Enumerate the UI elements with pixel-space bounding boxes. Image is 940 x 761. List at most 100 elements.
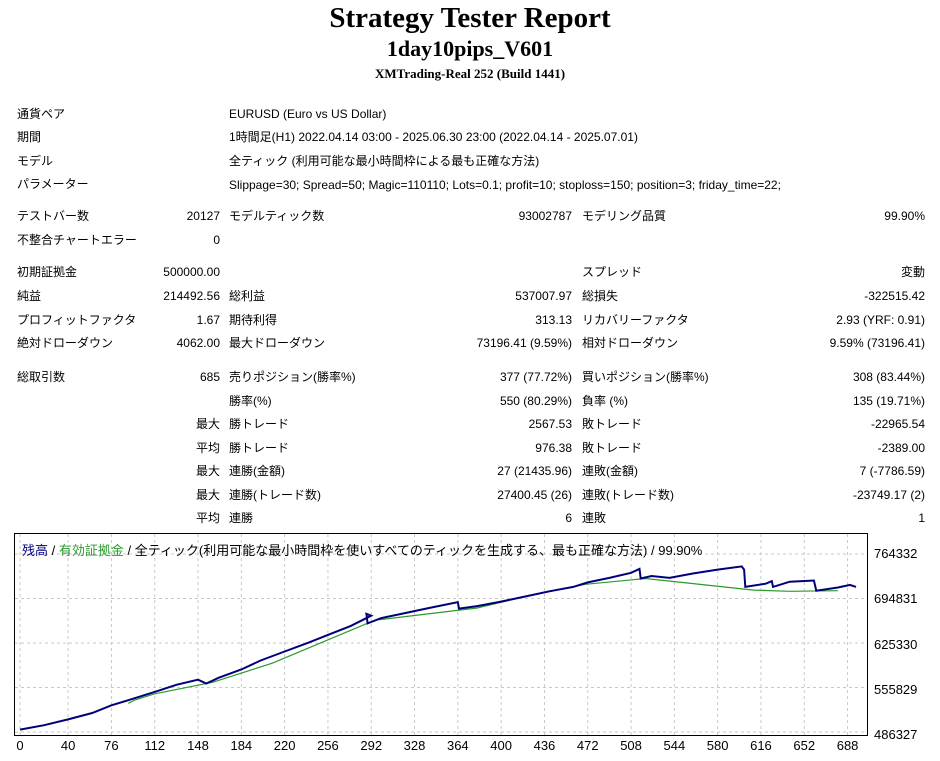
x-tick-label: 292: [360, 738, 383, 753]
x-tick-label: 76: [104, 738, 119, 753]
x-tick-label: 220: [273, 738, 296, 753]
y-tick-label: 555829: [874, 682, 918, 697]
loss-label: 負率 (%): [582, 394, 628, 408]
avg-cons-prefix: 平均: [195, 511, 220, 525]
legend-balance: 残高: [22, 543, 49, 558]
balance-chart: [14, 533, 868, 736]
cons-loss-cnt-value: -23749.17 (2): [852, 488, 925, 502]
cons-win-cnt-value: 27400.45 (26): [497, 488, 572, 502]
x-tick-label: 616: [750, 738, 772, 753]
short-label: 売りポジション(勝率%): [229, 370, 356, 384]
loss-value: 135 (19.71%): [852, 394, 925, 408]
x-tick-label: 256: [317, 738, 339, 753]
spread-value: 変動: [900, 265, 925, 279]
max-win-label: 勝トレード: [229, 417, 290, 431]
cons-win-cnt-prefix: 最大: [195, 488, 220, 502]
legend-equity: 有効証拠金: [58, 543, 124, 558]
max-dd-label: 最大ドローダウン: [229, 336, 326, 350]
y-tick-label: 486327: [874, 727, 918, 742]
x-tick-label: 400: [490, 738, 512, 753]
gross-loss-value: -322515.42: [864, 289, 925, 303]
chart-legend: 残高 / 有効証拠金 / 全ティック(利用可能な最小時間枠を使いすべてのティック…: [22, 540, 702, 559]
x-tick-label: 436: [533, 738, 556, 753]
balance-chart-svg: [15, 534, 867, 735]
pair-value: EURUSD (Euro vs US Dollar): [229, 107, 387, 121]
rel-dd-label: 相対ドローダウン: [582, 336, 679, 350]
avg-win-value: 976.38: [535, 441, 572, 455]
params-value: Slippage=30; Spread=50; Magic=110110; Lo…: [229, 178, 781, 192]
avg-cons-win-label: 連勝: [229, 511, 254, 525]
avg-win-prefix: 平均: [195, 441, 220, 455]
legend-sep: /: [48, 543, 59, 558]
legend-rest: / 全ティック(利用可能な最小時間枠を使いすべてのティックを生成する、最も正確な…: [123, 543, 703, 558]
max-win-prefix: 最大: [195, 417, 220, 431]
model-value: 全ティック (利用可能な最小時間枠による最も正確な方法): [229, 154, 540, 168]
x-tick-label: 0: [16, 738, 24, 753]
short-value: 377 (77.72%): [499, 370, 572, 384]
max-loss-value: -22965.54: [870, 417, 925, 431]
avg-win-label: 勝トレード: [229, 441, 290, 455]
abs-dd-label: 絶対ドローダウン: [17, 336, 114, 350]
params-label: パラメーター: [17, 177, 89, 191]
cons-loss-amt-value: 7 (-7786.59): [859, 464, 925, 478]
gross-profit-label: 総利益: [229, 289, 266, 303]
gross-loss-label: 総損失: [582, 289, 619, 303]
cons-win-amt-label: 連勝(金額): [229, 464, 285, 478]
x-tick-label: 508: [620, 738, 642, 753]
deposit-value: 500000.00: [163, 265, 220, 279]
report-subtitle: 1day10pips_V601: [386, 36, 554, 61]
trades-label: 総取引数: [17, 370, 66, 384]
abs-dd-value: 4062.00: [176, 336, 220, 350]
cons-win-amt-prefix: 最大: [195, 464, 220, 478]
max-loss-label: 敗トレード: [582, 417, 643, 431]
max-win-value: 2567.53: [528, 417, 572, 431]
x-tick-label: 652: [793, 738, 816, 753]
pf-value: 1.67: [196, 313, 220, 327]
pair-label: 通貨ペア: [17, 107, 66, 121]
recovery-value: 2.93 (YRF: 0.91): [836, 313, 925, 327]
period-value: 1時間足(H1) 2022.04.14 03:00 - 2025.06.30 2…: [229, 130, 638, 144]
avg-loss-value: -2389.00: [877, 441, 925, 455]
cons-loss-amt-label: 連敗(金額): [582, 464, 638, 478]
x-tick-label: 580: [706, 738, 729, 753]
x-tick-label: 112: [144, 738, 166, 753]
equity-line: [128, 577, 838, 704]
bars-label: テストバー数: [17, 209, 90, 223]
mismatch-label: 不整合チャートエラー: [17, 233, 137, 247]
bars-value: 20127: [186, 209, 220, 223]
recovery-label: リカバリーファクタ: [582, 313, 689, 327]
pf-label: プロフィットファクタ: [17, 313, 137, 327]
quality-label: モデリング品質: [582, 209, 667, 223]
y-tick-label: 694831: [874, 591, 918, 606]
ticks-value: 93002787: [518, 209, 572, 223]
balance-line: [19, 565, 857, 731]
x-tick-label: 184: [230, 738, 253, 753]
ticks-label: モデルティック数: [229, 209, 325, 223]
period-label: 期間: [17, 130, 42, 144]
rel-dd-value: 9.59% (73196.41): [829, 336, 925, 350]
cons-loss-cnt-label: 連敗(トレード数): [582, 488, 674, 502]
avg-cons-loss-label: 連敗: [582, 511, 607, 525]
x-tick-label: 148: [187, 738, 209, 753]
model-label: モデル: [17, 154, 54, 168]
trades-value: 685: [199, 370, 220, 384]
cons-win-cnt-label: 連勝(トレード数): [229, 488, 321, 502]
x-tick-label: 40: [60, 738, 76, 753]
x-tick-label: 688: [836, 738, 859, 753]
avg-loss-label: 敗トレード: [582, 441, 643, 455]
win-value: 550 (80.29%): [499, 394, 572, 408]
x-tick-label: 364: [446, 738, 469, 753]
net-label: 純益: [17, 289, 42, 303]
avg-cons-loss-value: 1: [918, 511, 925, 525]
x-tick-label: 472: [576, 738, 599, 753]
deposit-label: 初期証拠金: [17, 265, 78, 279]
expected-value: 313.13: [535, 313, 572, 327]
report-build: XMTrading-Real 252 (Build 1441): [374, 66, 566, 81]
long-value: 308 (83.44%): [852, 370, 925, 384]
y-tick-label: 625330: [874, 637, 918, 652]
max-dd-value: 73196.41 (9.59%): [476, 336, 572, 350]
x-tick-label: 328: [403, 738, 426, 753]
x-tick-label: 544: [663, 738, 686, 753]
long-label: 買いポジション(勝率%): [582, 370, 709, 384]
avg-cons-win-value: 6: [565, 511, 572, 525]
